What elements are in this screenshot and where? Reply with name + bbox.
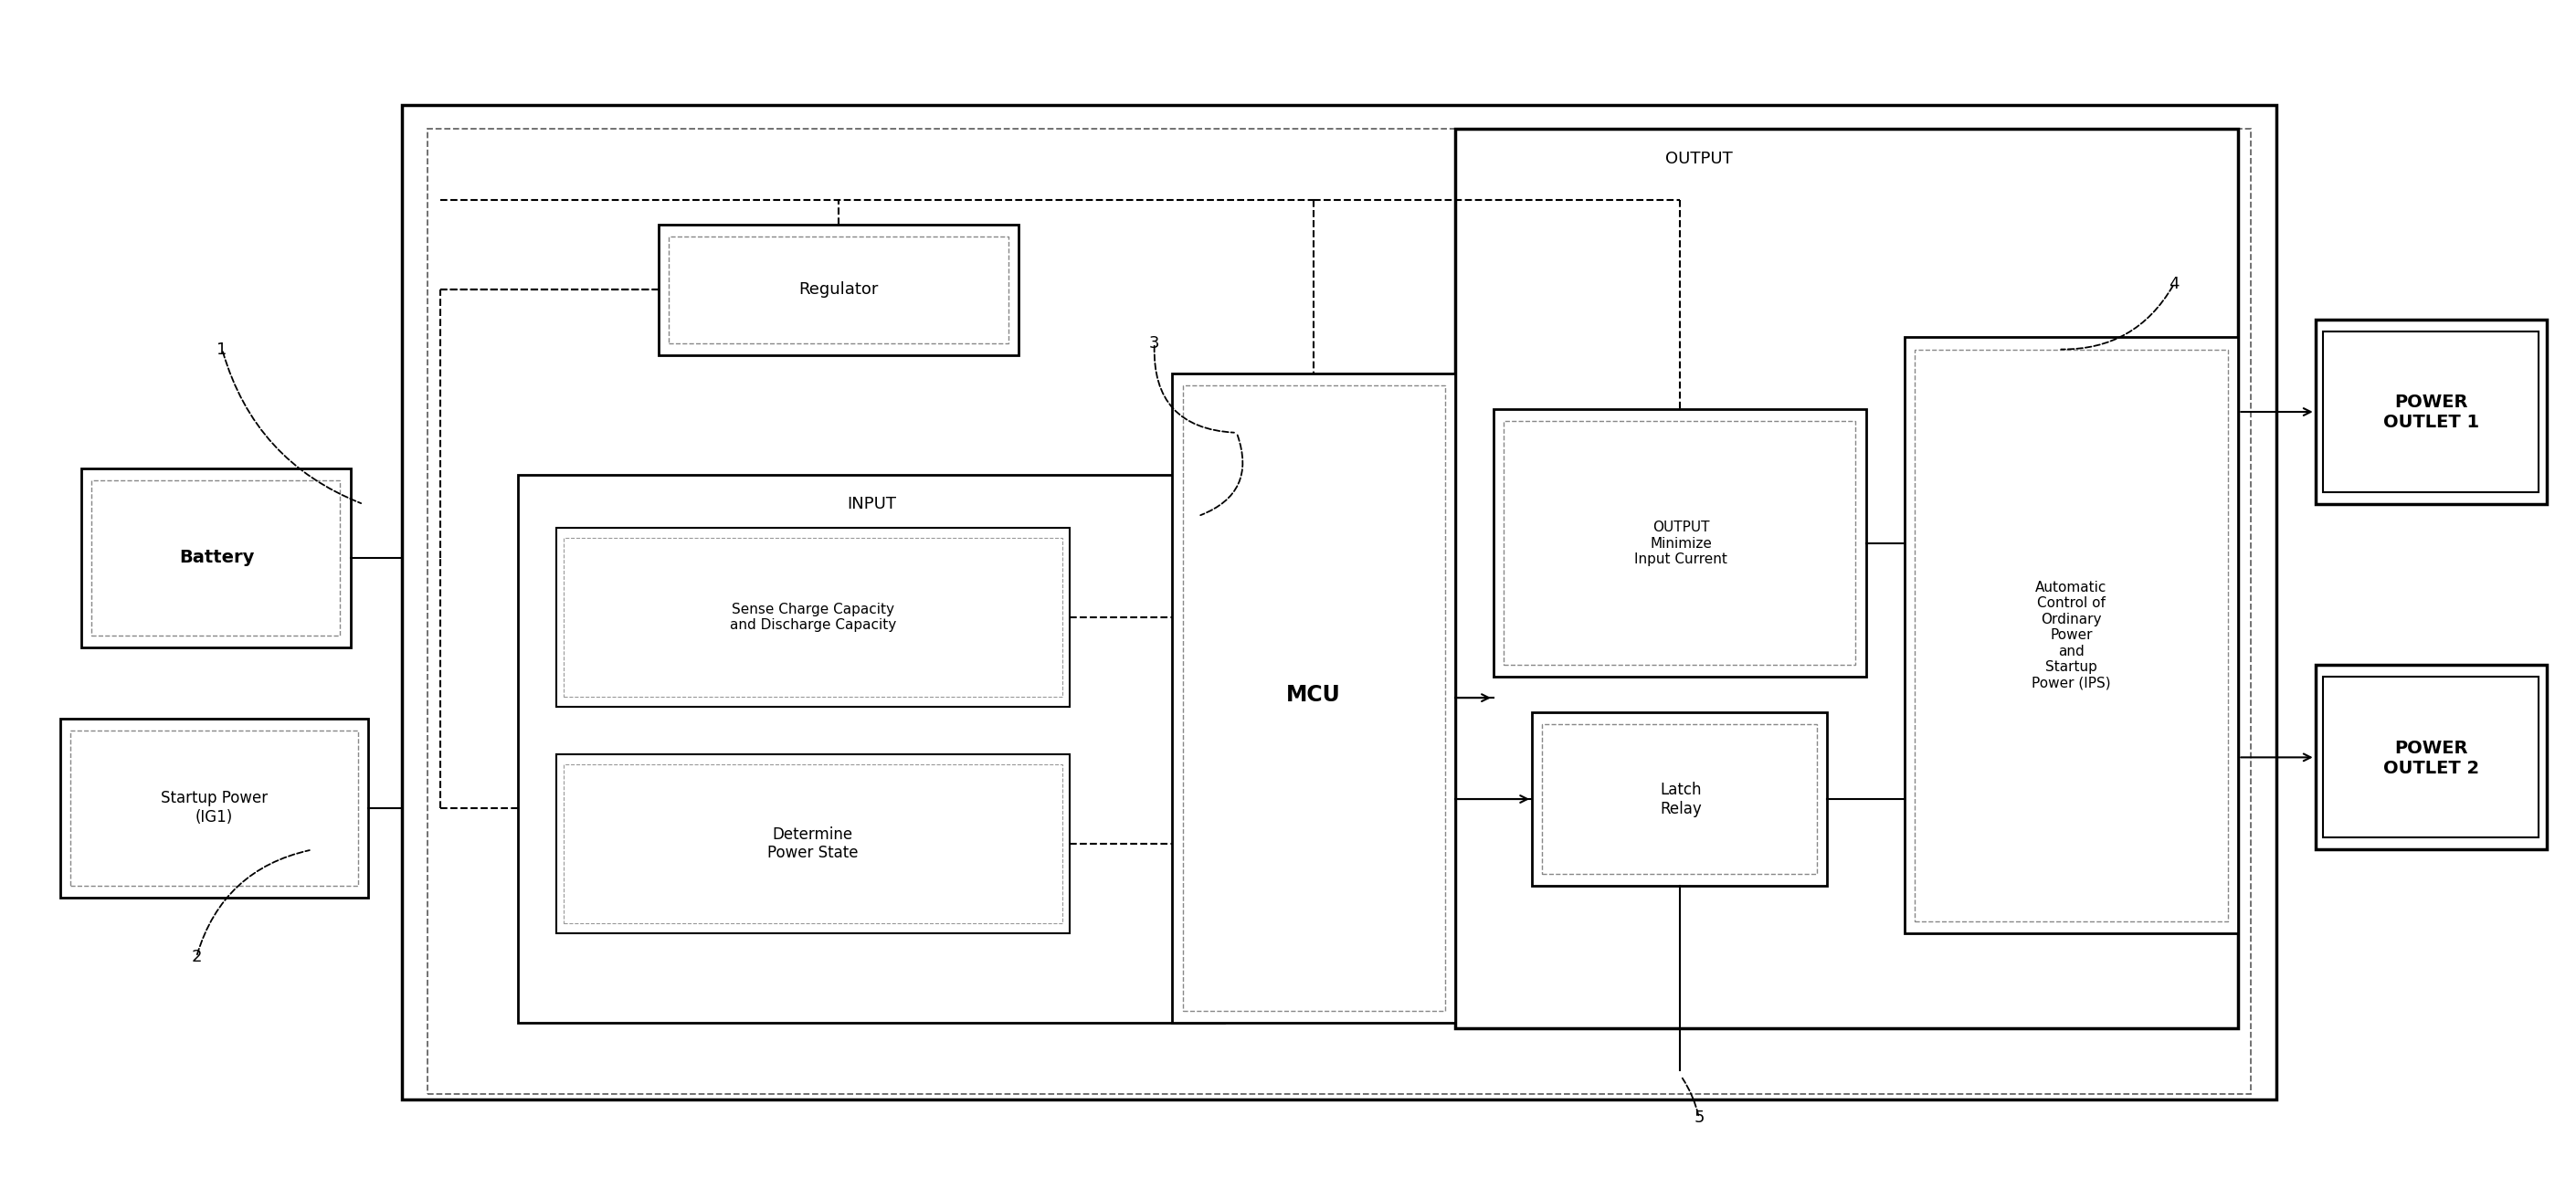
- Bar: [556, 528, 1069, 706]
- Text: POWER
OUTLET 1: POWER OUTLET 1: [2383, 393, 2478, 432]
- Bar: [2324, 331, 2540, 493]
- Bar: [2316, 665, 2548, 850]
- Bar: [80, 469, 350, 647]
- Bar: [90, 481, 340, 635]
- Bar: [1494, 409, 1865, 677]
- Text: 3: 3: [1149, 336, 1159, 351]
- Bar: [1455, 129, 2239, 1029]
- Text: OUTPUT
Minimize
Input Current: OUTPUT Minimize Input Current: [1633, 520, 1728, 566]
- Bar: [1914, 349, 2228, 921]
- Text: 5: 5: [1692, 1109, 1705, 1126]
- Text: Battery: Battery: [180, 549, 255, 566]
- Text: 1: 1: [216, 341, 227, 357]
- Text: 2: 2: [191, 948, 201, 965]
- Bar: [564, 764, 1061, 923]
- Bar: [564, 537, 1061, 697]
- Text: OUTPUT: OUTPUT: [1664, 150, 1734, 167]
- Text: MCU: MCU: [1285, 683, 1342, 706]
- Bar: [556, 754, 1069, 933]
- Bar: [2316, 319, 2548, 505]
- Bar: [59, 718, 368, 897]
- Bar: [1172, 373, 1455, 1023]
- Bar: [428, 129, 2251, 1093]
- Bar: [1904, 337, 2239, 933]
- Bar: [1182, 385, 1445, 1011]
- Text: Determine
Power State: Determine Power State: [768, 826, 858, 861]
- Bar: [70, 730, 358, 885]
- Bar: [2324, 677, 2540, 838]
- Text: Startup Power
(IG1): Startup Power (IG1): [160, 790, 268, 826]
- Bar: [402, 106, 2277, 1099]
- Bar: [670, 236, 1007, 343]
- Text: Latch
Relay: Latch Relay: [1659, 782, 1703, 818]
- Bar: [518, 475, 1224, 1023]
- Text: Sense Charge Capacity
and Discharge Capacity: Sense Charge Capacity and Discharge Capa…: [729, 603, 896, 632]
- Text: Automatic
Control of
Ordinary
Power
and
Startup
Power (IPS): Automatic Control of Ordinary Power and …: [2032, 580, 2110, 689]
- Bar: [1504, 421, 1855, 665]
- Bar: [1533, 712, 1826, 885]
- Bar: [1543, 724, 1816, 874]
- Text: POWER
OUTLET 2: POWER OUTLET 2: [2383, 740, 2478, 777]
- Text: Regulator: Regulator: [799, 282, 878, 299]
- Text: 4: 4: [2169, 276, 2179, 293]
- Text: INPUT: INPUT: [848, 496, 896, 512]
- Bar: [659, 224, 1018, 355]
